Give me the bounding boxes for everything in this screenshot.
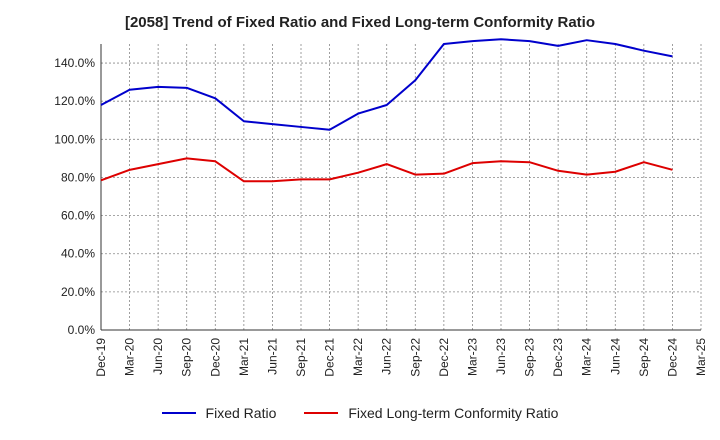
- legend: Fixed Ratio Fixed Long-term Conformity R…: [0, 405, 720, 421]
- x-tick-label: Jun-21: [265, 338, 279, 375]
- x-tick-label: Mar-25: [694, 338, 708, 376]
- x-tick-label: Sep-21: [294, 338, 308, 377]
- x-tick-label: Mar-21: [237, 338, 251, 376]
- series-lines: [100, 38, 673, 183]
- x-tick-label: Sep-24: [637, 338, 651, 377]
- x-tick-label: Dec-23: [551, 338, 565, 377]
- y-tick-label: 140.0%: [54, 56, 95, 70]
- x-tick-label: Dec-20: [208, 338, 222, 377]
- series-line-fixed-ratio: [100, 38, 673, 131]
- x-tick-label: Dec-24: [665, 338, 679, 377]
- grid-lines: [100, 44, 702, 331]
- chart-title: [2058] Trend of Fixed Ratio and Fixed Lo…: [124, 14, 596, 31]
- line-chart: 0.0% 20.0% 40.0% 60.0% 80.0% 100.0% 120.0% 140.…: [54, 38, 708, 377]
- x-tick-label: Dec-19: [94, 338, 108, 377]
- axes: [100, 44, 701, 331]
- legend-label-fixed-ratio: Fixed Ratio: [205, 405, 277, 421]
- legend-item-fixed-ratio: Fixed Ratio: [161, 405, 277, 421]
- tick-labels: 0.0% 20.0% 40.0% 60.0% 80.0% 100.0% 120.0% 140.…: [54, 56, 708, 377]
- x-tick-label: Sep-23: [523, 338, 537, 377]
- x-tick-label: Dec-21: [323, 338, 337, 377]
- legend-item-fixed-long-term-conformity-ratio: Fixed Long-term Conformity Ratio: [304, 405, 558, 421]
- x-tick-label: Sep-20: [180, 338, 194, 377]
- y-tick-label: 20.0%: [61, 285, 95, 299]
- y-tick-label: 40.0%: [61, 247, 95, 261]
- legend-swatch-fixed-ratio: [161, 412, 196, 414]
- y-tick-label: 60.0%: [61, 209, 95, 223]
- x-tick-label: Dec-22: [437, 338, 451, 377]
- x-tick-label: Jun-20: [151, 338, 165, 375]
- x-tick-label: Mar-22: [351, 338, 365, 376]
- y-tick-label: 100.0%: [54, 132, 95, 146]
- legend-label-fixed-long-term-conformity-ratio: Fixed Long-term Conformity Ratio: [348, 405, 559, 421]
- series-line-fixed-long-term-conformity-ratio: [100, 157, 673, 183]
- y-tick-label: 80.0%: [61, 170, 95, 184]
- x-tick-label: Mar-24: [580, 338, 594, 376]
- x-tick-label: Mar-20: [123, 338, 137, 376]
- x-tick-label: Jun-24: [608, 338, 622, 375]
- x-tick-label: Jun-23: [494, 338, 508, 375]
- x-tick-label: Mar-23: [465, 338, 479, 376]
- y-tick-label: 120.0%: [54, 94, 95, 108]
- x-tick-label: Jun-22: [380, 338, 394, 375]
- y-tick-label: 0.0%: [68, 323, 96, 337]
- x-tick-label: Sep-22: [408, 338, 422, 377]
- legend-swatch-fixed-long-term-conformity-ratio: [304, 412, 339, 414]
